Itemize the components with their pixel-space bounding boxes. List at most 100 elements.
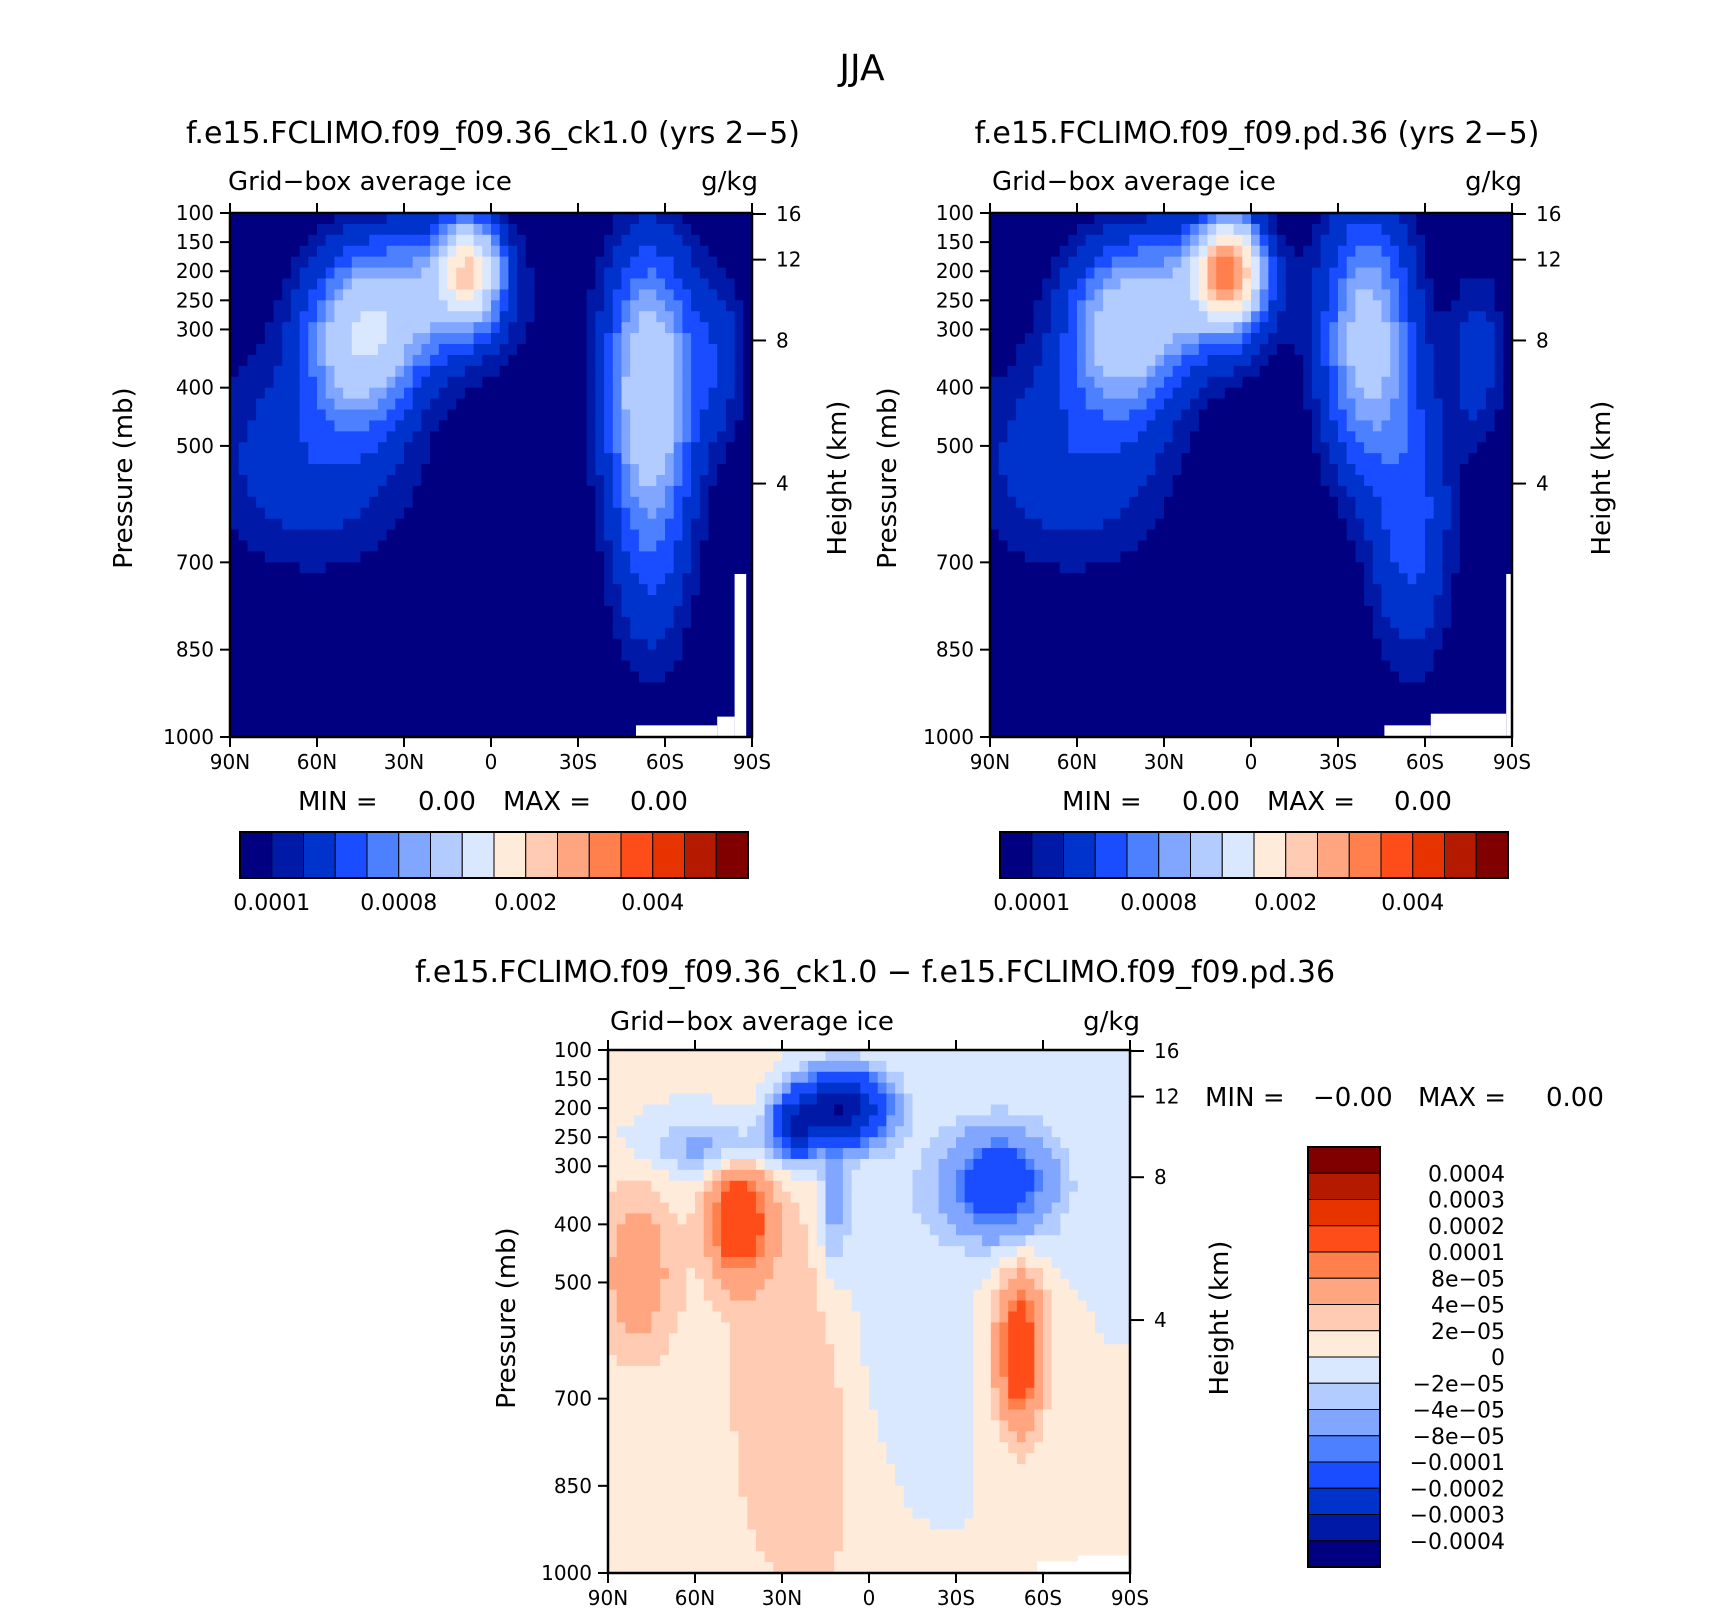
contour-cell	[508, 431, 517, 443]
contour-cell	[1034, 497, 1043, 509]
contour-cell	[326, 497, 335, 509]
contour-cell	[595, 672, 604, 684]
contour-cell	[1347, 213, 1356, 225]
contour-cell	[430, 420, 439, 432]
contour-cell	[587, 661, 596, 673]
contour-cell	[413, 279, 422, 291]
contour-cell	[674, 377, 683, 389]
contour-cell	[735, 464, 744, 476]
contour-cell	[1051, 311, 1060, 323]
contour-cell	[613, 551, 622, 563]
contour-cell	[1442, 453, 1451, 465]
contour-cell	[622, 410, 631, 422]
contour-cell	[1460, 268, 1469, 280]
contour-cell	[1312, 431, 1321, 443]
contour-cell	[1042, 213, 1051, 225]
contour-cell	[656, 519, 665, 531]
contour-cell	[691, 322, 700, 334]
contour-cell	[230, 300, 239, 312]
contour-cell	[491, 519, 500, 531]
contour-cell	[239, 322, 248, 334]
contour-cell	[1338, 257, 1347, 269]
contour-cell	[1382, 246, 1391, 258]
contour-cell	[1295, 224, 1304, 236]
contour-cell	[552, 213, 561, 225]
contour-cell	[717, 333, 726, 345]
contour-cell	[378, 584, 387, 596]
contour-cell	[456, 453, 465, 465]
contour-cell	[300, 235, 309, 247]
contour-cell	[265, 497, 274, 509]
contour-cell	[1408, 355, 1417, 367]
contour-cell	[1042, 486, 1051, 498]
contour-cell	[1007, 562, 1016, 574]
contour-cell	[1181, 300, 1190, 312]
contour-cell	[622, 475, 631, 487]
contour-cell	[413, 628, 422, 640]
contour-cell	[1416, 399, 1425, 411]
contour-cell	[1199, 235, 1208, 247]
contour-cell	[247, 453, 256, 465]
contour-cell	[256, 497, 265, 509]
contour-cell	[665, 213, 674, 225]
contour-cell	[735, 213, 744, 225]
contour-cell	[361, 486, 370, 498]
contour-cell	[343, 573, 352, 585]
contour-cell	[352, 672, 361, 684]
contour-cell	[726, 235, 735, 247]
contour-cell	[1312, 300, 1321, 312]
contour-cell	[587, 431, 596, 443]
contour-cell	[387, 311, 396, 323]
contour-cell	[1086, 442, 1095, 454]
contour-cell	[1242, 300, 1251, 312]
contour-cell	[334, 366, 343, 378]
contour-cell	[639, 475, 648, 487]
contour-cell	[378, 617, 387, 629]
contour-cell	[1425, 453, 1434, 465]
contour-cell	[1164, 420, 1173, 432]
colorbar-swatch	[589, 832, 621, 878]
contour-cell	[526, 333, 535, 345]
contour-cell	[387, 617, 396, 629]
contour-cell	[552, 410, 561, 422]
contour-cell	[1408, 224, 1417, 236]
contour-cell	[1225, 475, 1234, 487]
contour-cell	[526, 617, 535, 629]
contour-cell	[526, 289, 535, 301]
contour-cell	[691, 573, 700, 585]
contour-cell	[421, 639, 430, 651]
contour-cell	[456, 355, 465, 367]
contour-cell	[265, 562, 274, 574]
panel-2-title: f.e15.FCLIMO.f09_f09.pd.36 (yrs 2−5)	[975, 116, 1540, 151]
contour-cell	[491, 311, 500, 323]
contour-cell	[1225, 257, 1234, 269]
contour-cell	[1347, 311, 1356, 323]
contour-cell	[247, 431, 256, 443]
contour-cell	[1234, 246, 1243, 258]
contour-cell	[990, 551, 999, 563]
contour-cell	[1260, 279, 1269, 291]
contour-cell	[230, 475, 239, 487]
contour-cell	[291, 497, 300, 509]
contour-cell	[1355, 355, 1364, 367]
contour-cell	[361, 246, 370, 258]
contour-cell	[369, 661, 378, 673]
contour-cell	[1373, 519, 1382, 531]
contour-cell	[1051, 573, 1060, 585]
contour-cell	[1181, 377, 1190, 389]
contour-cell	[1173, 519, 1182, 531]
contour-cell	[1355, 410, 1364, 422]
contour-cell	[656, 311, 665, 323]
contour-cell	[1277, 388, 1286, 400]
contour-cell	[308, 650, 317, 662]
contour-cell	[474, 628, 483, 640]
contour-cell	[700, 322, 709, 334]
contour-cell	[308, 486, 317, 498]
contour-cell	[317, 661, 326, 673]
contour-cell	[1416, 420, 1425, 432]
contour-cell	[1295, 464, 1304, 476]
contour-cell	[569, 682, 578, 694]
contour-cell	[1399, 279, 1408, 291]
contour-cell	[326, 693, 335, 705]
contour-cell	[999, 486, 1008, 498]
